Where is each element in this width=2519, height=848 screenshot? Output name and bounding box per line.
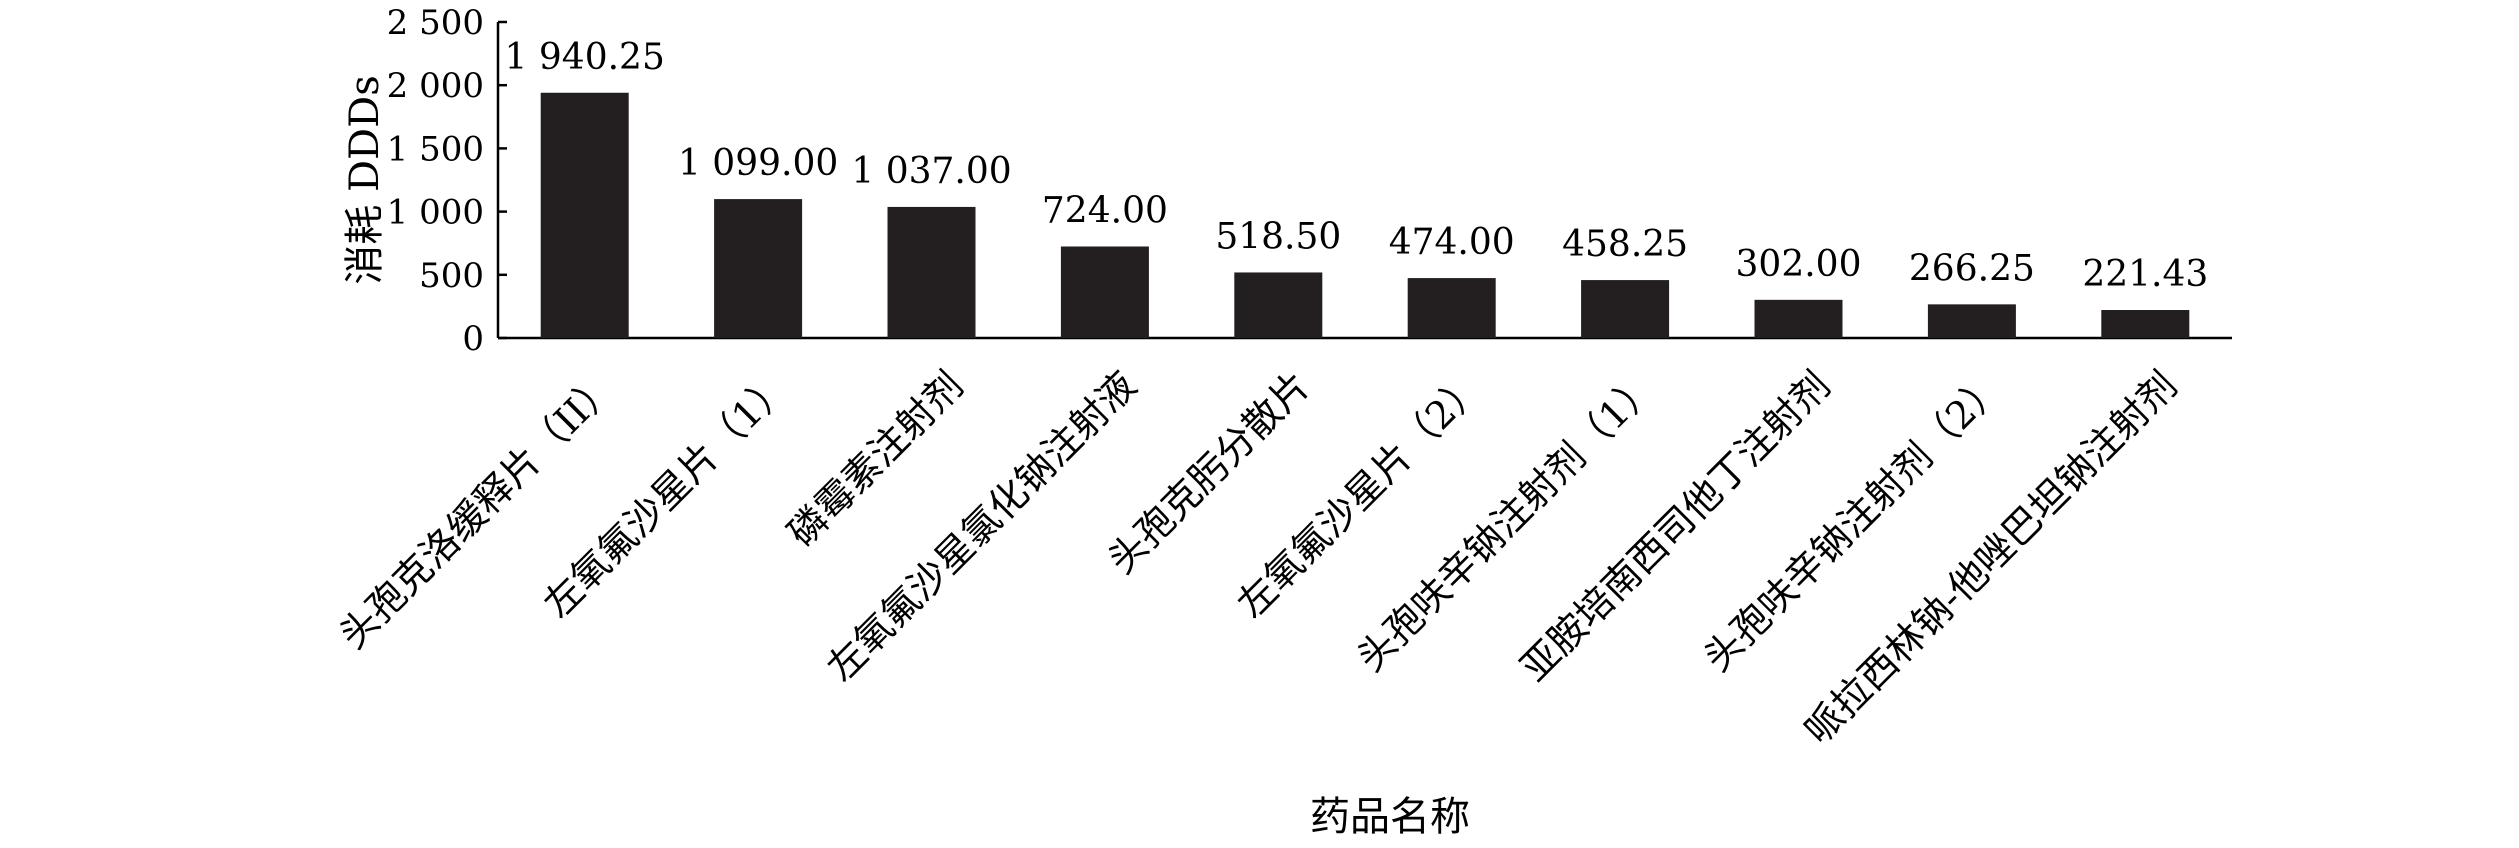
- bar: [2101, 310, 2190, 338]
- data-label: 724.00: [1042, 190, 1168, 231]
- y-tick-label: 500: [419, 256, 484, 296]
- bar: [1060, 246, 1149, 338]
- category-label: 左氧氟沙星氯化钠注射液: [818, 363, 1145, 690]
- category-label: 头孢呋辛钠注射剂（2）: [1695, 363, 2012, 680]
- bar: [887, 206, 976, 338]
- bar: [1581, 280, 1670, 338]
- category-label: 头孢呋辛钠注射剂（1）: [1348, 363, 1665, 680]
- category-label: 哌拉西林钠-他唑巴坦钠注射剂: [1796, 363, 2186, 753]
- y-ticks: 0 500 1 000 1 500 2 000 2 500: [387, 3, 507, 359]
- data-label: 474.00: [1389, 222, 1515, 263]
- data-label: 1 037.00: [851, 151, 1011, 192]
- data-label: 221.43: [2082, 254, 2208, 295]
- data-label: 458.25: [1562, 224, 1688, 265]
- category-label: 头孢克洛缓释片（II）: [331, 363, 625, 657]
- data-label: 518.50: [1215, 216, 1341, 257]
- data-label: 266.25: [1909, 248, 2035, 289]
- data-label: 1 099.00: [678, 143, 838, 184]
- y-tick-label: 2 500: [387, 3, 484, 43]
- data-label: 1 940.25: [505, 37, 665, 78]
- bars: [540, 92, 2190, 338]
- data-labels: 1 940.25 1 099.00 1 037.00 724.00 518.50 474.…: [505, 37, 2209, 295]
- category-label: 亚胺培南西司他丁注射剂: [1512, 363, 1839, 690]
- y-tick-label: 1 000: [387, 193, 484, 233]
- bar: [1234, 272, 1323, 338]
- y-tick-label: 0: [462, 319, 484, 359]
- x-axis-title: 药品名称: [1310, 794, 1470, 840]
- bar: [1754, 299, 1843, 338]
- bar: [1407, 278, 1496, 338]
- bar: [714, 199, 803, 338]
- y-tick-label: 2 000: [387, 66, 484, 106]
- category-labels: 头孢克洛缓释片（II）左氧氟沙星片（1）磷霉素注射剂左氧氟沙星氯化钠注射液头孢克…: [331, 363, 2186, 753]
- data-label: 302.00: [1736, 244, 1862, 285]
- bar: [540, 92, 629, 338]
- y-tick-label: 1 500: [387, 129, 484, 169]
- bar: [1927, 304, 2016, 338]
- y-axis-title: 消耗 DDDs: [342, 75, 388, 284]
- category-label: 磷霉素注射剂: [779, 363, 971, 555]
